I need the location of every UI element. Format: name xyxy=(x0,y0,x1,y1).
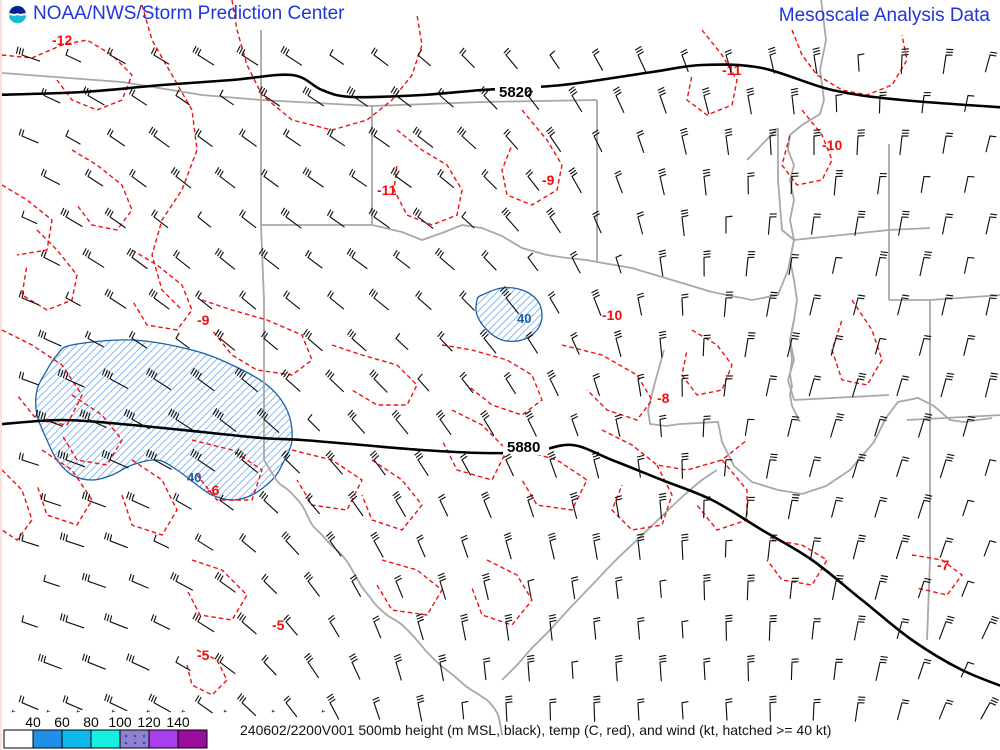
svg-text:-8: -8 xyxy=(657,390,670,406)
svg-text:140: 140 xyxy=(166,714,190,730)
svg-text:-7: -7 xyxy=(937,557,950,573)
svg-text:100: 100 xyxy=(108,714,132,730)
svg-text:-9: -9 xyxy=(542,172,555,188)
svg-text:-9: -9 xyxy=(197,312,210,328)
svg-text:-5: -5 xyxy=(272,617,285,633)
svg-text:40: 40 xyxy=(25,714,41,730)
svg-text:-10: -10 xyxy=(602,307,622,323)
svg-text:60: 60 xyxy=(54,714,70,730)
svg-text:80: 80 xyxy=(83,714,99,730)
svg-text:120: 120 xyxy=(137,714,161,730)
svg-text:40: 40 xyxy=(517,311,531,326)
svg-text:-6: -6 xyxy=(207,482,220,498)
svg-text:-12: -12 xyxy=(52,32,72,48)
svg-text:5880: 5880 xyxy=(507,439,540,456)
svg-text:-5: -5 xyxy=(197,647,210,663)
svg-text:-10: -10 xyxy=(822,137,842,153)
svg-text:-11: -11 xyxy=(377,182,397,198)
